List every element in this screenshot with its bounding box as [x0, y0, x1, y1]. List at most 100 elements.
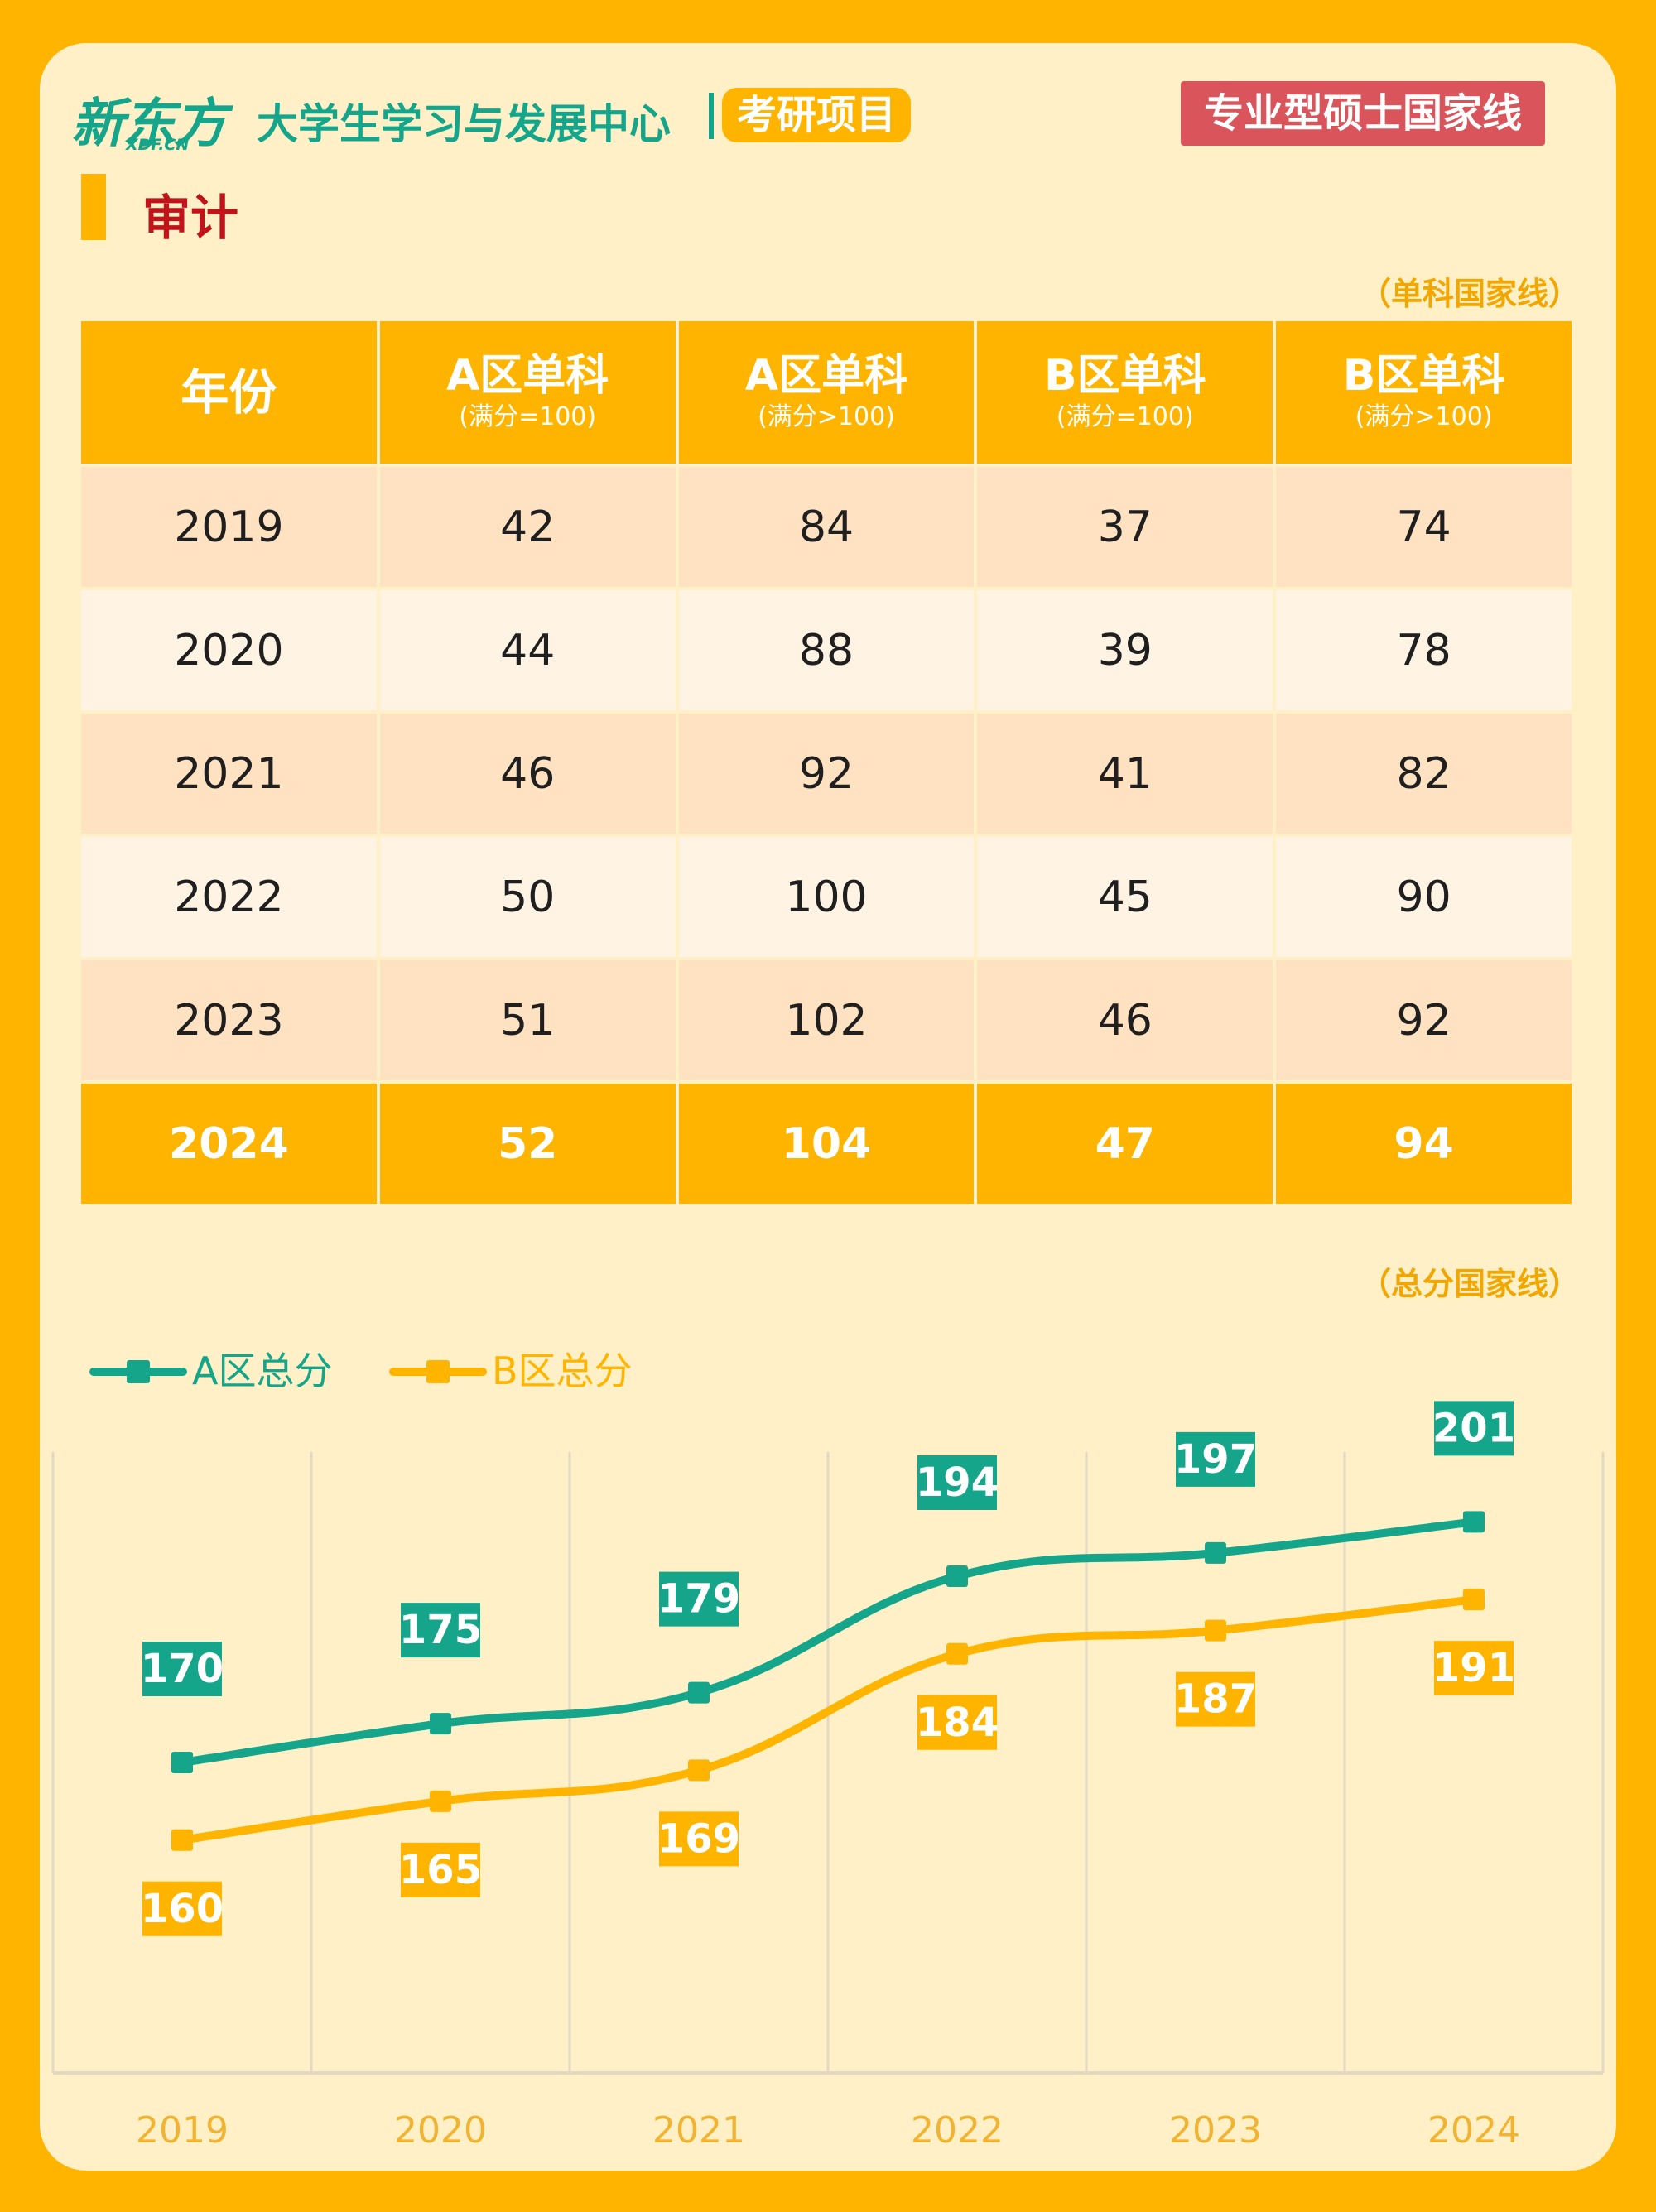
data-point-a	[1463, 1511, 1485, 1533]
data-label-a: 175	[399, 1607, 482, 1653]
header-separator	[709, 93, 714, 139]
legend-marker-b	[426, 1360, 450, 1383]
data-label-box-a	[401, 1603, 480, 1658]
x-tick-label: 2022	[911, 2109, 1004, 2152]
table-cell: 104	[678, 1084, 975, 1204]
table-note: （单科国家线）	[1359, 276, 1580, 312]
cell-year: 2021	[81, 714, 377, 834]
table-cell: 41	[977, 714, 1273, 834]
table-row: 2021 46 92 41 82	[81, 714, 1572, 834]
center-name: 大学生学习与发展中心	[257, 100, 671, 148]
data-label-box-a	[659, 1571, 739, 1627]
chart-legend: A区总分 B区总分	[89, 1346, 752, 1396]
legend-label-a: A区总分	[192, 1349, 333, 1393]
data-label-box-b	[401, 1842, 480, 1897]
total-score-chart: 2019 2020 2021 2022 2023 2024 160 165 169 184 187 1…	[51, 1401, 1605, 2152]
data-label-a: 201	[1432, 1405, 1515, 1451]
header-b-eq100: B区单科 (满分=100)	[977, 321, 1273, 464]
table-cell: 45	[977, 837, 1273, 957]
data-point-a	[1205, 1541, 1226, 1564]
data-point-b	[1205, 1619, 1226, 1642]
table-header-row: 年份 A区单科 (满分=100) A区单科 (满分>100) B区单科 (满分=…	[81, 321, 1572, 464]
xdf-logo-domain: XDF.CN	[126, 136, 190, 154]
data-point-a	[430, 1713, 451, 1735]
data-label-box-a	[142, 1642, 222, 1696]
data-label-box-b	[142, 1881, 222, 1936]
x-tick-label: 2019	[136, 2109, 229, 2152]
x-tick-label: 2023	[1169, 2109, 1262, 2152]
data-label-b: 187	[1174, 1676, 1257, 1723]
table-cell: 100	[678, 837, 975, 957]
data-label-a: 194	[916, 1459, 999, 1506]
table-cell: 46	[379, 714, 676, 834]
table-cell: 102	[678, 960, 975, 1080]
data-point-b	[430, 1790, 451, 1812]
degree-type-badge: 专业型硕士国家线	[1181, 81, 1545, 146]
table-row: 2020 44 88 39 78	[81, 590, 1572, 710]
data-point-a	[171, 1752, 193, 1773]
data-label-box-a	[1176, 1431, 1255, 1487]
single-subject-table: 年份 A区单科 (满分=100) A区单科 (满分>100) B区单科 (满分=…	[78, 318, 1575, 1207]
data-point-a	[946, 1565, 968, 1587]
data-label-box-b	[1434, 1641, 1514, 1696]
cell-year: 2024	[81, 1084, 377, 1204]
series-line-a	[178, 1517, 1478, 1767]
data-label-box-a	[1434, 1401, 1514, 1456]
header-a-eq100: A区单科 (满分=100)	[379, 321, 676, 464]
cell-year: 2022	[81, 837, 377, 957]
xdf-logo: 新东方	[71, 94, 227, 155]
data-label-box-b	[659, 1811, 739, 1867]
legend-label-b: B区总分	[492, 1349, 633, 1393]
table-cell: 94	[1276, 1084, 1572, 1204]
data-label-b: 169	[657, 1815, 740, 1862]
table-cell: 42	[379, 467, 676, 587]
data-point-b	[688, 1759, 710, 1782]
cell-year: 2020	[81, 590, 377, 710]
table-cell: 46	[977, 960, 1273, 1080]
cell-year: 2019	[81, 467, 377, 587]
table-cell: 92	[1276, 960, 1572, 1080]
series-line-b	[178, 1595, 1478, 1844]
data-point-b	[946, 1642, 968, 1665]
data-label-a: 170	[141, 1646, 224, 1692]
table-cell: 37	[977, 467, 1273, 587]
header-b-gt100: B区单科 (满分>100)	[1276, 321, 1572, 464]
x-tick-label: 2024	[1427, 2109, 1520, 2152]
data-label-b: 191	[1432, 1645, 1515, 1691]
table-cell: 52	[379, 1084, 676, 1204]
data-label-b: 184	[916, 1700, 999, 1746]
x-tick-label: 2020	[394, 2109, 487, 2152]
table-cell: 82	[1276, 714, 1572, 834]
table-cell: 74	[1276, 467, 1572, 587]
data-label-box-a	[917, 1455, 997, 1510]
cell-year: 2023	[81, 960, 377, 1080]
table-cell: 47	[977, 1084, 1273, 1204]
legend-marker-a	[127, 1360, 150, 1383]
content-card: 新东方 XDF.CN 大学生学习与发展中心 考研项目 专业型硕士国家线 审计 （…	[40, 43, 1616, 2171]
table-cell: 88	[678, 590, 975, 710]
subject-accent-bar	[81, 174, 106, 240]
table-cell: 92	[678, 714, 975, 834]
data-point-b	[1463, 1589, 1485, 1611]
data-label-b: 165	[399, 1847, 482, 1893]
data-label-box-b	[1176, 1671, 1255, 1727]
data-point-b	[171, 1829, 193, 1851]
legend-item-a: A区总分	[89, 1346, 363, 1396]
data-point-a	[688, 1681, 710, 1704]
data-label-b: 160	[141, 1886, 224, 1932]
x-tick-label: 2021	[652, 2109, 745, 2152]
legend-item-b: B区总分	[389, 1346, 662, 1396]
table-cell: 90	[1276, 837, 1572, 957]
table-cell: 84	[678, 467, 975, 587]
table-cell: 39	[977, 590, 1273, 710]
table-row: 2022 50 100 45 90	[81, 837, 1572, 957]
table-row: 2019 42 84 37 74	[81, 467, 1572, 587]
data-label-box-b	[917, 1695, 997, 1750]
data-label-a: 179	[657, 1576, 740, 1623]
data-label-a: 197	[1174, 1436, 1257, 1483]
chart-note: （总分国家线）	[1359, 1266, 1580, 1302]
table-row: 2023 51 102 46 92	[81, 960, 1572, 1080]
table-cell: 51	[379, 960, 676, 1080]
program-pill: 考研项目	[722, 88, 912, 142]
table-row-latest: 2024 52 104 47 94	[81, 1084, 1572, 1204]
